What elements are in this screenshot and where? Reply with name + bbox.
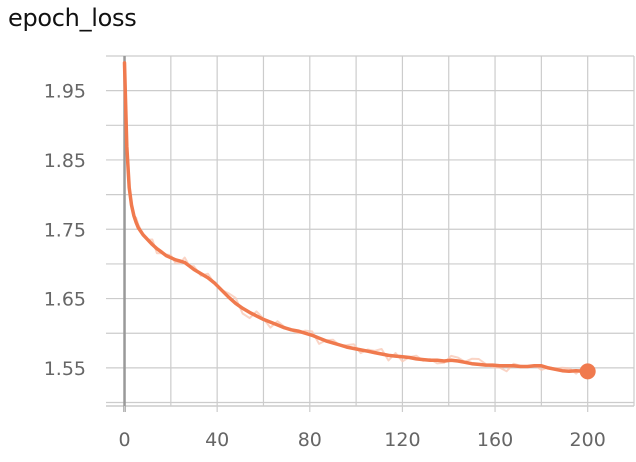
chart-title: epoch_loss	[8, 4, 137, 32]
y-tick-label: 1.85	[44, 150, 86, 172]
x-tick-label: 0	[118, 429, 130, 451]
series-end-marker	[579, 363, 596, 380]
x-tick-label: 80	[298, 429, 322, 451]
x-tick-label: 160	[477, 429, 513, 451]
grid	[106, 55, 635, 406]
tick-labels: 0 40 80 120 160 200 1.55 1.65 1.75 1.85 1.95	[44, 81, 606, 451]
axes	[106, 56, 634, 412]
x-tick-label: 120	[384, 429, 420, 451]
y-tick-label: 1.95	[44, 81, 86, 103]
y-tick-label: 1.65	[44, 289, 86, 311]
y-tick-label: 1.75	[44, 219, 86, 241]
x-tick-label: 200	[570, 429, 606, 451]
series-line	[122, 61, 596, 380]
series-path	[122, 61, 590, 374]
y-tick-label: 1.55	[44, 358, 86, 380]
x-tick-label: 40	[205, 429, 229, 451]
